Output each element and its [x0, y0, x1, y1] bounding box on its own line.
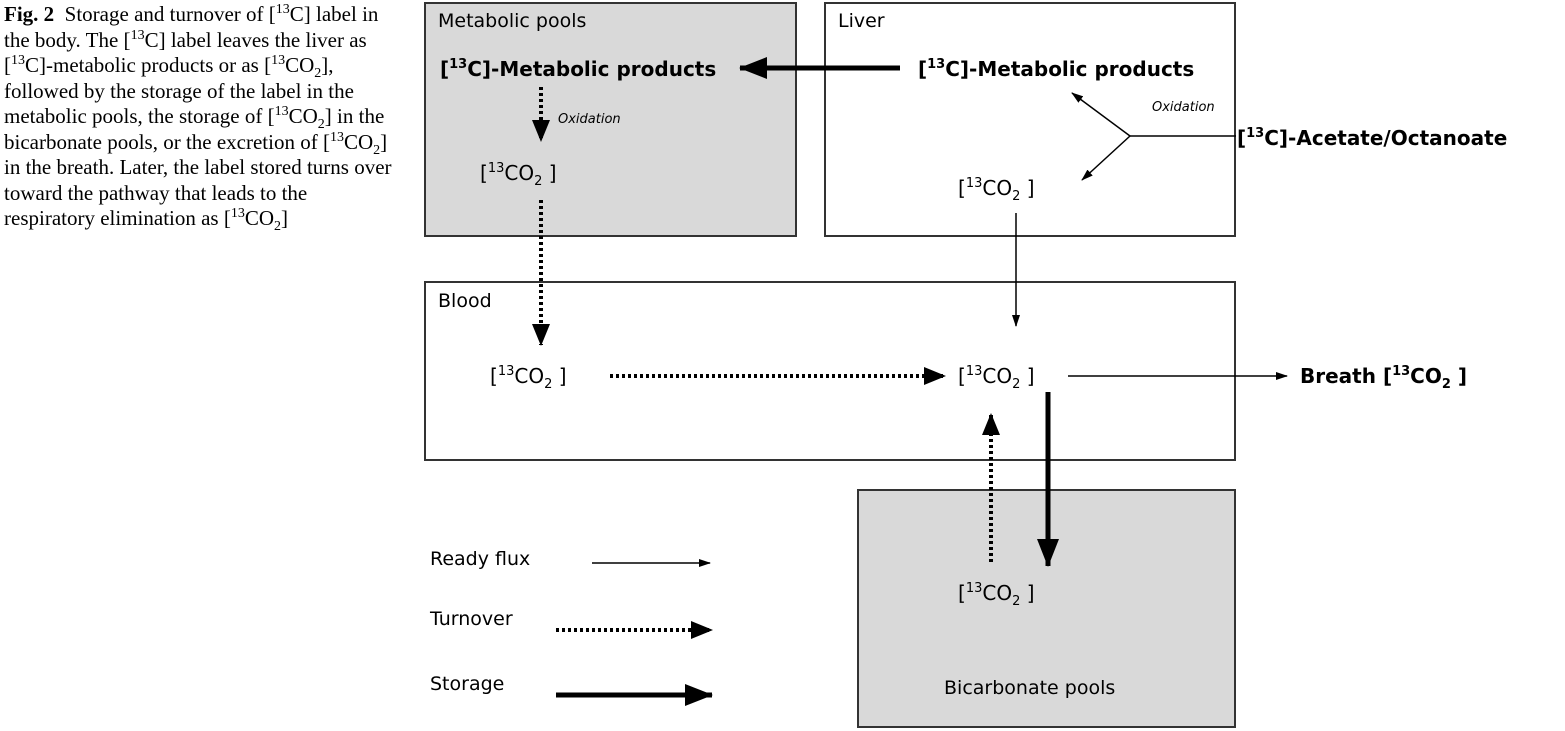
liver-oxidation-label: Oxidation: [1152, 100, 1215, 115]
pool-oxidation-label: Oxidation: [558, 112, 621, 127]
breath-co2-node: Breath [13CO2 ]: [1300, 364, 1467, 392]
figure-label: Fig. 2: [4, 2, 55, 26]
figure-caption: Fig. 2 Storage and turnover of [13C] lab…: [4, 2, 399, 234]
caption-fragment: CO: [288, 104, 318, 128]
caption-fragment: CO: [343, 129, 374, 154]
caption-subscript: 2: [373, 142, 381, 158]
caption-text: Storage and turnover of [13C] label in t…: [4, 2, 392, 234]
caption-fragment: C] label leaves the liver as [: [4, 27, 367, 78]
legend-turnover-label: Turnover: [429, 608, 513, 630]
caption-subscript: 2: [274, 219, 282, 235]
caption-subscript: 2: [314, 66, 322, 82]
pool-co2-node: [13CO2 ]: [480, 161, 557, 189]
liver-box: [824, 2, 1236, 237]
caption-fragment: ] in the breath. Later, the label stored…: [4, 129, 392, 231]
caption-fragment: ] in the bicarbonate pools, or the excre…: [4, 104, 385, 154]
caption-fragment: ], followed by the storage of the label …: [4, 53, 354, 128]
acetate-octanoate-node: [13C]-Acetate/Octanoate: [1237, 126, 1507, 150]
caption-superscript: 13: [230, 206, 245, 221]
caption-subscript: 2: [317, 117, 325, 133]
blood-left-co2-node: [13CO2 ]: [490, 364, 567, 392]
caption-fragment: C] label in the body. The [: [4, 2, 379, 52]
caption-superscript: 13: [274, 104, 289, 119]
blood-box: [424, 281, 1236, 461]
liver-oxidation-to-products-arrow: [1071, 92, 1131, 137]
caption-fragment: CO: [285, 53, 315, 77]
liver-co2-node: [13CO2 ]: [958, 176, 1035, 204]
caption-fragment: CO: [244, 206, 275, 230]
bicarbonate-pools-title: Bicarbonate pools: [944, 677, 1115, 699]
caption-superscript: 13: [275, 2, 290, 17]
liver-title: Liver: [838, 10, 885, 32]
caption-fragment: Storage and turnover of [: [64, 2, 276, 26]
caption-fragment: C]-metabolic products or as [: [25, 53, 272, 77]
liver-metabolic-products: [13C]-Metabolic products: [918, 57, 1194, 81]
pool-metabolic-products: [13C]-Metabolic products: [440, 57, 716, 81]
caption-superscript: 13: [329, 129, 344, 145]
caption-superscript: 13: [11, 53, 25, 68]
metabolic-pools-box: [424, 2, 797, 237]
caption-fragment: ]: [281, 206, 289, 230]
metabolic-pools-title: Metabolic pools: [438, 10, 586, 32]
legend-storage-label: Storage: [430, 673, 504, 695]
blood-right-co2-node: [13CO2 ]: [958, 364, 1035, 392]
bicarbonate-co2-node: [13CO2 ]: [958, 581, 1035, 609]
caption-superscript: 13: [271, 53, 286, 68]
caption-superscript: 13: [130, 27, 145, 43]
legend-ready-flux-label: Ready flux: [430, 548, 530, 570]
liver-oxidation-to-co2-arrow: [1081, 135, 1131, 181]
blood-title: Blood: [438, 290, 492, 312]
